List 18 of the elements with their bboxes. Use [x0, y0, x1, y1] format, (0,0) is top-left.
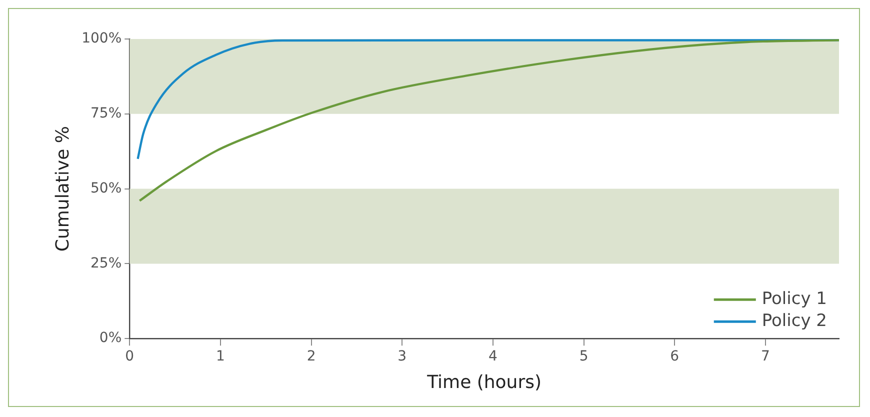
x-tick-label: 2 [306, 348, 316, 365]
x-tick-label: 5 [579, 348, 588, 365]
y-tick-label: 25% [90, 255, 122, 272]
legend-label: Policy 1 [762, 289, 828, 310]
y-tick-label: 50% [90, 180, 122, 196]
x-tick-label: 4 [488, 348, 498, 365]
x-tick-label: 0 [125, 348, 134, 365]
y-tick-label: 0% [99, 330, 122, 346]
line-series [138, 39, 839, 202]
x-tick-label: 3 [398, 348, 407, 365]
legend-label: Policy 2 [762, 311, 828, 332]
x-tick-label: 7 [760, 348, 770, 365]
x-tick-label: 6 [670, 348, 680, 365]
x-axis-title: Time (hours) [426, 372, 542, 393]
y-tick-label: 75% [90, 106, 122, 122]
y-axis-title: Cumulative % [52, 126, 74, 252]
y-tick-label: 100% [82, 30, 122, 47]
x-tick-label: 1 [216, 348, 225, 365]
